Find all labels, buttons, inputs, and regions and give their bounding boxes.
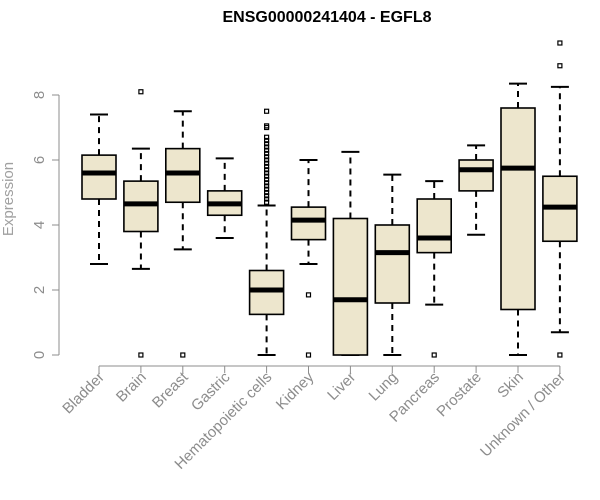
- chart-title: ENSG00000241404 - EGFL8: [222, 9, 431, 26]
- x-tick-label: Lung: [366, 369, 402, 405]
- y-tick-label: 8: [31, 91, 48, 99]
- outlier-point: [264, 193, 270, 199]
- outlier-point: [264, 176, 270, 183]
- box-gastric: [206, 157, 243, 239]
- box-bladder: [81, 113, 117, 265]
- box-prostate: [458, 144, 494, 236]
- outlier-point: [264, 167, 270, 173]
- outlier-point: [138, 352, 144, 358]
- x-tick-label: Bladder: [59, 369, 108, 418]
- outlier-point: [264, 189, 270, 196]
- box-iqr: [374, 224, 411, 304]
- outlier-point: [264, 199, 270, 205]
- outlier-point: [264, 170, 270, 176]
- box-iqr: [458, 159, 494, 192]
- outlier-point: [264, 180, 270, 186]
- box-brain: [123, 89, 159, 358]
- outlier-point: [264, 160, 270, 166]
- box-skin: [500, 82, 536, 356]
- outlier-point: [557, 40, 563, 46]
- outlier-point: [264, 154, 270, 160]
- outlier-point: [264, 183, 270, 189]
- outlier-point: [264, 134, 270, 140]
- outlier-point: [557, 63, 563, 69]
- outlier-point: [138, 89, 144, 95]
- x-tick-label: Brain: [113, 369, 150, 406]
- outlier-point: [264, 186, 270, 192]
- outlier-point: [431, 352, 437, 358]
- boxes-group: [81, 40, 578, 358]
- box-iqr: [416, 198, 453, 254]
- x-tick-label: Skin: [494, 369, 527, 402]
- outlier-point: [264, 141, 270, 147]
- y-tick-label: 2: [31, 286, 48, 294]
- x-tick-label: Kidney: [273, 368, 318, 413]
- y-tick-label: 6: [31, 156, 48, 164]
- outlier-point: [557, 352, 563, 358]
- outlier-point: [264, 163, 270, 170]
- box-lung: [374, 173, 411, 356]
- x-tick-label: Breast: [149, 368, 192, 411]
- outlier-point: [180, 352, 186, 358]
- outlier-point: [305, 292, 312, 298]
- box-iqr: [500, 107, 536, 311]
- outlier-point: [305, 352, 312, 358]
- y-tick-label: 4: [31, 221, 48, 229]
- outlier-point: [264, 147, 270, 153]
- outlier-point: [264, 124, 270, 131]
- box-iqr: [332, 217, 369, 356]
- box-iqr: [290, 206, 327, 241]
- box-pancreas: [416, 180, 453, 358]
- y-tick-label: 0: [31, 351, 48, 359]
- box-liver: [332, 150, 369, 356]
- box-kidney: [290, 159, 327, 358]
- outlier-point: [264, 196, 270, 202]
- box-unknown-other: [542, 40, 578, 358]
- box-hematopoietic-cells: [248, 108, 285, 356]
- outlier-point: [264, 137, 270, 144]
- outlier-point: [264, 144, 270, 150]
- outlier-point: [264, 150, 270, 157]
- outlier-point: [264, 173, 270, 179]
- y-axis-label: Expression: [0, 162, 17, 236]
- x-tick-label: Prostate: [433, 369, 485, 421]
- box-breast: [165, 110, 201, 358]
- y-axis: 0 2 4 6 8: [31, 91, 60, 359]
- outlier-point: [264, 108, 270, 114]
- x-tick-label: Liver: [324, 369, 359, 404]
- box-iqr: [81, 154, 117, 200]
- outlier-point: [264, 157, 270, 163]
